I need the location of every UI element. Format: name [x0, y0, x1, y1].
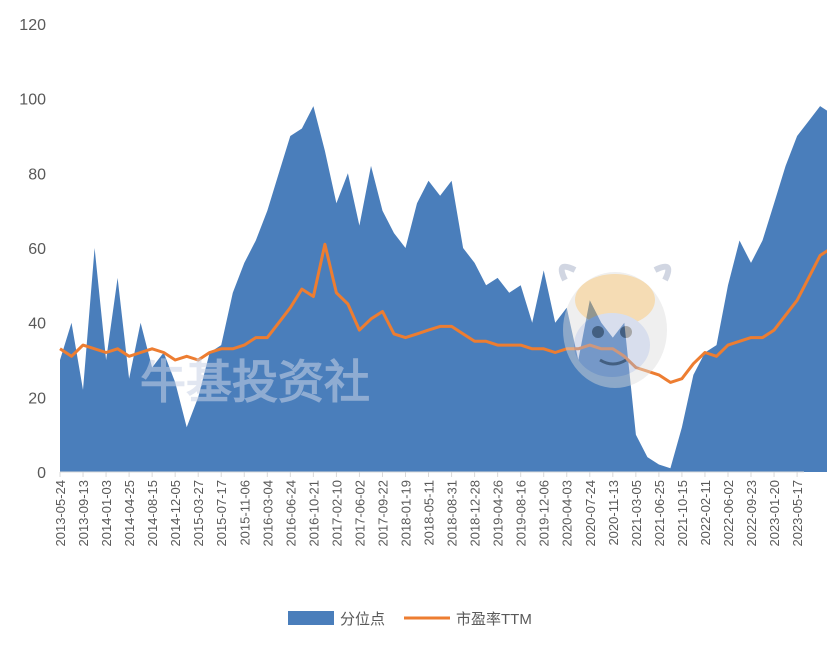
x-tick-label: 2017-02-10 [329, 480, 344, 547]
series-area-分位点 [60, 106, 827, 472]
x-tick-label: 2014-01-03 [99, 480, 114, 547]
x-tick-label: 2017-06-02 [352, 480, 367, 547]
mascot-logo [558, 263, 672, 388]
watermark-text: 牛基投资社 [140, 355, 370, 409]
y-tick-label: 80 [28, 166, 46, 183]
watermark: 牛基投资社 [140, 263, 672, 409]
x-tick-label: 2021-03-05 [629, 480, 644, 547]
x-tick-label: 2016-03-04 [260, 480, 275, 547]
legend-label: 分位点 [340, 611, 385, 628]
x-tick-label: 2020-07-24 [583, 480, 598, 547]
legend-swatch-area [288, 611, 334, 625]
x-tick-label: 2018-12-28 [468, 480, 483, 546]
legend-label: 市盈率TTM [456, 611, 532, 628]
x-tick-label: 2021-10-15 [675, 480, 690, 547]
x-tick-label: 2017-09-22 [375, 480, 390, 547]
x-tick-label: 2015-03-27 [191, 480, 206, 547]
x-tick-label: 2022-02-11 [698, 480, 713, 546]
x-tick-label: 2014-08-15 [145, 480, 160, 547]
y-tick-label: 20 [28, 390, 46, 407]
y-axis: 0 20 40 60 80 100 120 [19, 17, 46, 482]
x-tick-label: 2021-06-25 [652, 480, 667, 547]
x-tick-label: 2015-11-06 [237, 480, 252, 546]
x-tick-label: 2014-12-05 [168, 480, 183, 547]
x-tick-label: 2019-04-26 [491, 480, 506, 546]
x-tick-label: 2018-01-19 [399, 480, 414, 547]
x-tick-label: 2023-05-17 [790, 480, 805, 547]
x-tick-label: 2022-09-23 [744, 480, 759, 547]
y-tick-label: 100 [19, 92, 46, 109]
legend: 分位点 市盈率TTM [288, 611, 532, 628]
x-tick-label: 2020-04-03 [560, 480, 575, 547]
y-tick-label: 120 [19, 17, 46, 34]
series-line-市盈率TTM [59, 242, 827, 384]
x-tick-label: 2014-04-25 [122, 480, 137, 547]
x-tick-label: 2018-05-11 [422, 480, 437, 546]
x-tick-label: 2013-09-13 [76, 480, 91, 547]
x-tick-label: 2013-05-24 [53, 480, 68, 547]
y-tick-label: 0 [37, 465, 46, 482]
x-tick-label: 2016-10-21 [306, 480, 321, 547]
x-tick-label: 2015-07-17 [214, 480, 229, 547]
x-tick-label: 2020-11-13 [606, 480, 621, 546]
y-tick-label: 60 [28, 241, 46, 258]
x-tick-label: 2016-06-24 [283, 480, 298, 547]
x-tick-label: 2023-01-20 [767, 480, 782, 547]
x-tick-label: 2019-12-06 [537, 480, 552, 547]
plot-area [59, 106, 827, 472]
x-tick-label: 2019-08-16 [514, 480, 529, 547]
x-tick-label: 2022-06-02 [721, 480, 736, 547]
y-tick-label: 40 [28, 316, 46, 333]
x-axis: 2013-05-24 2013-09-13 2014-01-03 2014-04-25… [53, 471, 805, 547]
x-tick-label: 2018-08-31 [445, 480, 460, 546]
